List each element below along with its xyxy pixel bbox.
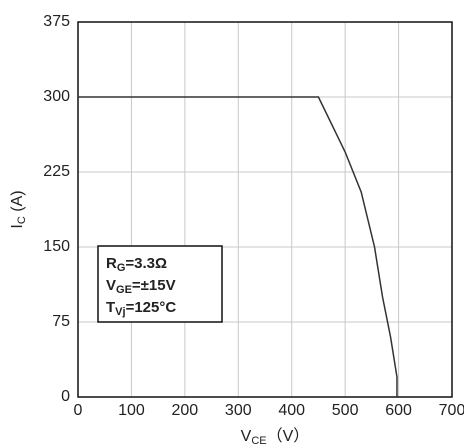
y-tick-label: 375 — [43, 13, 70, 30]
data-line — [78, 96, 398, 397]
y-tick-label: 75 — [52, 313, 70, 330]
y-tick-label: 300 — [43, 88, 70, 105]
annotation-text: RG=3.3Ω — [106, 255, 167, 274]
x-tick-label: 100 — [118, 402, 145, 419]
plot-frame — [77, 21, 453, 398]
annotation-part: =±15V — [132, 277, 176, 294]
y-tick-label: 225 — [43, 163, 70, 180]
y-axis-label: IC (A) — [9, 190, 28, 228]
y-axis-label-part: I — [9, 224, 26, 228]
x-tick-label: 500 — [332, 402, 359, 419]
x-axis-label-part: CE — [251, 435, 266, 447]
x-axis-label-part: （V） — [267, 427, 310, 445]
annotation-part: R — [106, 255, 117, 272]
annotation-part: =125°C — [126, 299, 177, 316]
annotation-part: T — [106, 299, 115, 316]
annotation-part: =3.3Ω — [125, 255, 167, 272]
annotation-text: VGE=±15V — [106, 277, 176, 296]
annotation-part: GE — [116, 284, 132, 296]
annotation-part: G — [117, 262, 126, 274]
x-axis-label-part: V — [241, 428, 252, 445]
x-axis-label: VCE（V） — [241, 427, 310, 447]
x-tick-label: 200 — [172, 402, 199, 419]
y-tick-label: 0 — [61, 388, 70, 405]
annotation-part: Vj — [115, 306, 125, 318]
annotation-box — [97, 245, 223, 323]
x-tick-label: 700 — [439, 402, 464, 419]
x-tick-label: 600 — [385, 402, 412, 419]
y-tick-label: 150 — [43, 238, 70, 255]
x-tick-label: 300 — [225, 402, 252, 419]
x-tick-label: 0 — [74, 402, 83, 419]
y-axis-label-part: C — [16, 216, 28, 224]
x-tick-label: 400 — [278, 402, 305, 419]
y-axis-label-part: (A) — [9, 190, 26, 216]
annotation-part: V — [106, 277, 116, 294]
annotation-text: TVj=125°C — [106, 299, 176, 318]
